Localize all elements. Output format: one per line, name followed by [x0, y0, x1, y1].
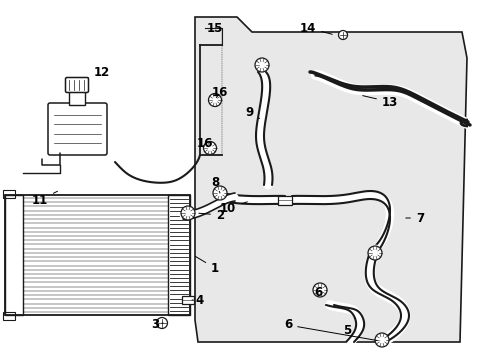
Text: 16: 16	[211, 86, 228, 99]
Text: 6: 6	[284, 319, 376, 341]
Circle shape	[181, 206, 195, 220]
Circle shape	[213, 186, 226, 200]
Text: 5: 5	[342, 318, 354, 337]
Text: 11: 11	[32, 191, 58, 207]
Text: 6: 6	[313, 285, 322, 298]
Circle shape	[254, 58, 268, 72]
Text: 3: 3	[151, 319, 163, 332]
FancyBboxPatch shape	[48, 103, 107, 155]
Circle shape	[203, 141, 216, 154]
Circle shape	[312, 283, 326, 297]
Bar	[182, 296, 194, 304]
Text: 2: 2	[198, 208, 224, 221]
Bar	[5, 195, 23, 315]
Circle shape	[367, 246, 381, 260]
Bar	[5, 195, 190, 315]
Text: 7: 7	[405, 212, 423, 225]
Circle shape	[338, 31, 347, 40]
Text: 14: 14	[299, 22, 332, 35]
Bar	[69, 91, 85, 105]
Bar	[3, 312, 15, 320]
FancyBboxPatch shape	[65, 77, 88, 93]
Text: 8: 8	[210, 176, 220, 193]
Text: 10: 10	[220, 202, 247, 215]
Text: 9: 9	[245, 105, 259, 118]
Bar	[278, 195, 291, 204]
Circle shape	[208, 94, 221, 107]
Bar	[3, 190, 15, 198]
Polygon shape	[195, 17, 466, 342]
Text: 4: 4	[192, 293, 203, 306]
Text: 15: 15	[206, 22, 223, 35]
Circle shape	[156, 318, 167, 328]
Text: 12: 12	[88, 66, 110, 78]
Text: 13: 13	[362, 95, 397, 108]
Text: 1: 1	[195, 256, 219, 274]
Circle shape	[374, 333, 388, 347]
Text: 16: 16	[196, 136, 213, 149]
Bar	[168, 195, 190, 315]
